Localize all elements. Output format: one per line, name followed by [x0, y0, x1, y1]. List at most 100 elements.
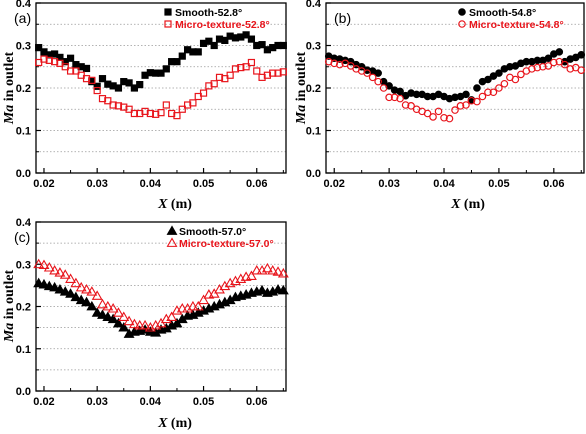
- data-point: [330, 59, 339, 68]
- data-point: [192, 300, 204, 311]
- legend-marker: [164, 8, 172, 16]
- data-point: [401, 101, 410, 109]
- data-point: [168, 109, 176, 118]
- data-point: [368, 73, 377, 82]
- data-point: [102, 300, 114, 311]
- data-point: [61, 63, 69, 71]
- data-point: [66, 67, 75, 75]
- x-tick-label: 0.05: [193, 178, 214, 190]
- data-point: [267, 264, 279, 275]
- x-axis-label: X (m): [157, 416, 192, 431]
- series-smooth: [324, 48, 586, 104]
- data-point: [277, 284, 289, 295]
- data-point: [112, 307, 124, 317]
- y-axis-label: Ma in outlet: [2, 269, 17, 343]
- legend: Smooth-57.0°Micro-texture-57.0°: [166, 225, 274, 250]
- data-point: [146, 109, 154, 118]
- legend-label: Micro-texture-52.8°: [175, 19, 270, 31]
- data-point: [467, 96, 476, 105]
- legend-marker: [458, 8, 466, 16]
- data-point: [577, 66, 586, 74]
- data-point: [456, 102, 465, 110]
- y-tick-label: 0.0: [16, 386, 31, 398]
- series-micro-texture: [33, 258, 289, 332]
- data-point: [511, 75, 520, 84]
- data-point: [263, 71, 271, 79]
- x-axis-label: X (m): [157, 197, 192, 212]
- data-point: [109, 101, 117, 109]
- data-point: [189, 99, 197, 107]
- data-point: [335, 60, 344, 69]
- data-point: [390, 93, 399, 102]
- data-point: [162, 65, 170, 73]
- data-point: [194, 48, 202, 56]
- x-tick-label: 0.04: [433, 178, 455, 190]
- legend: Smooth-52.8°Micro-texture-52.8°: [164, 7, 270, 31]
- data-point: [178, 105, 186, 113]
- data-point: [91, 307, 103, 317]
- data-point: [566, 65, 575, 73]
- data-point: [136, 109, 144, 118]
- data-point: [258, 41, 266, 49]
- data-point: [118, 322, 130, 332]
- y-tick-label: 0.1: [16, 344, 31, 356]
- data-point: [219, 280, 231, 291]
- data-point: [166, 311, 178, 321]
- data-point: [123, 315, 135, 326]
- data-point: [65, 288, 77, 298]
- y-tick-label: 0.1: [306, 126, 321, 138]
- data-point: [66, 54, 75, 62]
- x-tick-label: 0.02: [33, 396, 54, 408]
- data-point: [183, 101, 192, 109]
- data-point: [528, 65, 536, 73]
- panel-label: (b): [334, 10, 351, 26]
- y-tick-label: 0.3: [16, 41, 31, 53]
- data-point: [253, 67, 261, 75]
- data-point: [533, 63, 542, 72]
- data-point: [141, 107, 149, 115]
- data-point: [517, 70, 525, 79]
- data-point: [75, 294, 87, 305]
- y-tick-label: 0.4: [306, 0, 322, 10]
- data-point: [440, 113, 448, 122]
- y-tick-label: 0.2: [306, 83, 321, 95]
- legend-label: Smooth-52.8°: [175, 7, 242, 19]
- data-point: [98, 95, 107, 103]
- data-point: [247, 58, 256, 67]
- y-axis-label: Ma in outlet: [294, 51, 309, 125]
- data-point: [125, 79, 133, 87]
- data-point: [550, 58, 558, 67]
- data-point: [473, 84, 481, 92]
- data-point: [93, 86, 101, 95]
- data-point: [423, 109, 432, 118]
- data-point: [120, 103, 128, 111]
- data-point: [104, 97, 112, 105]
- data-point: [38, 259, 50, 270]
- x-tick-label: 0.05: [193, 396, 214, 408]
- data-point: [495, 69, 503, 77]
- data-point: [199, 89, 208, 97]
- data-point: [396, 87, 404, 96]
- data-point: [176, 303, 188, 313]
- data-point: [54, 283, 66, 294]
- x-axis-label: X (m): [450, 197, 485, 212]
- x-tick-label: 0.06: [543, 178, 564, 190]
- data-point: [495, 84, 503, 92]
- data-point: [125, 105, 133, 113]
- data-point: [221, 36, 229, 45]
- x-tick-label: 0.06: [246, 396, 267, 408]
- data-point: [544, 62, 553, 70]
- data-point: [261, 262, 273, 273]
- data-point: [539, 62, 547, 71]
- data-point: [560, 60, 569, 69]
- y-tick-label: 0.1: [16, 126, 31, 138]
- data-point: [82, 75, 91, 83]
- data-point: [489, 88, 498, 97]
- data-point: [45, 56, 53, 64]
- y-tick-label: 0.4: [16, 217, 32, 229]
- data-point: [500, 79, 509, 88]
- data-point: [462, 90, 470, 99]
- data-point: [114, 84, 123, 92]
- data-point: [152, 110, 160, 118]
